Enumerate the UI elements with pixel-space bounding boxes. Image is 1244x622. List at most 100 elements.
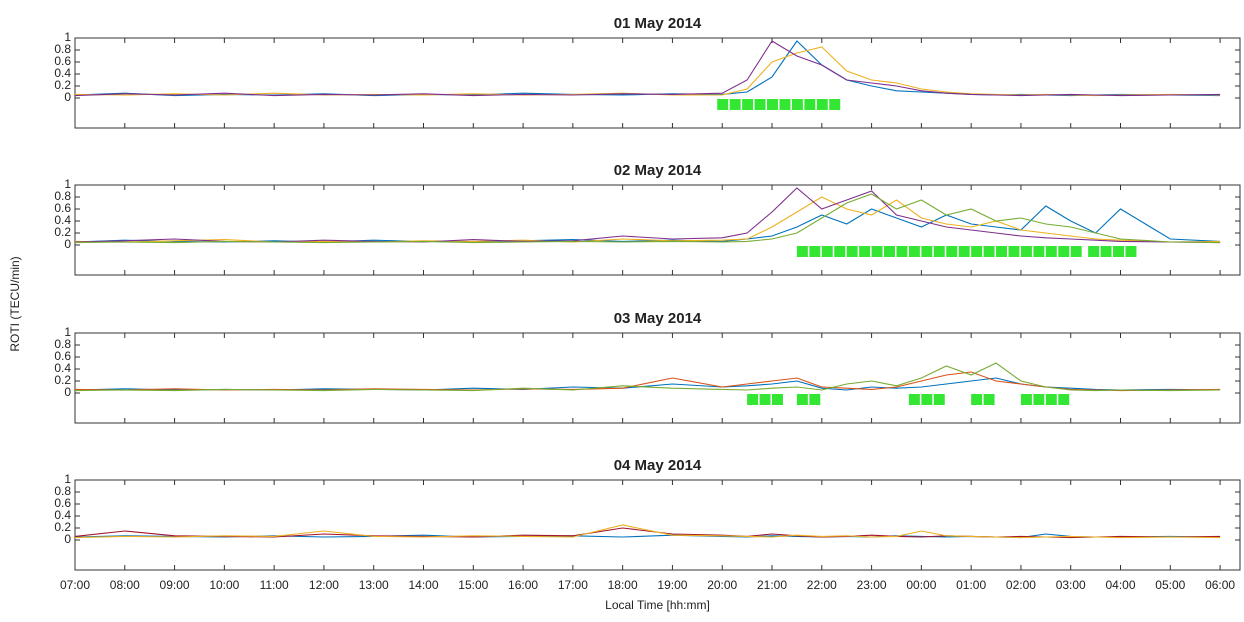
flag-marker (747, 394, 758, 405)
panel-title: 03 May 2014 (614, 310, 702, 327)
flag-marker (1125, 246, 1136, 257)
x-tick-label: 00:00 (906, 578, 936, 592)
y-tick-label: 0.8 (54, 337, 71, 351)
flag-marker (996, 246, 1007, 257)
figure: 01 May 201400.20.40.60.81ROTI (TECU/min)… (0, 0, 1244, 622)
y-tick-label: 1 (64, 472, 71, 486)
flag-marker (730, 99, 741, 110)
x-tick-label: 23:00 (857, 578, 887, 592)
y-tick-label: 0.8 (54, 189, 71, 203)
y-tick-label: 0.6 (54, 349, 71, 363)
x-tick-label: 18:00 (608, 578, 638, 592)
flag-marker (792, 99, 803, 110)
x-tick-label: 02:00 (1006, 578, 1036, 592)
flag-marker (847, 246, 858, 257)
flag-marker (1113, 246, 1124, 257)
y-tick-label: 0.6 (54, 54, 71, 68)
flag-marker (779, 99, 790, 110)
x-tick-label: 10:00 (209, 578, 239, 592)
flag-marker (1046, 246, 1057, 257)
y-tick-label: 0.4 (54, 213, 71, 227)
flag-marker (1046, 394, 1057, 405)
y-tick-label: 0.2 (54, 78, 71, 92)
flag-marker (772, 394, 783, 405)
flag-marker (829, 99, 840, 110)
flag-marker (946, 246, 957, 257)
x-tick-label: 07:00 (60, 578, 90, 592)
plot-area (75, 480, 1240, 570)
x-tick-label: 12:00 (309, 578, 339, 592)
flag-marker (1058, 246, 1069, 257)
y-tick-label: 0.6 (54, 496, 71, 510)
flag-marker (921, 246, 932, 257)
flag-marker (767, 99, 778, 110)
flag-marker (804, 99, 815, 110)
panel-title: 04 May 2014 (614, 457, 702, 474)
flag-marker (742, 99, 753, 110)
y-tick-label: 1 (64, 325, 71, 339)
y-tick-label: 0 (64, 532, 71, 546)
flag-marker (1021, 394, 1032, 405)
flag-marker (755, 99, 766, 110)
y-tick-label: 0.4 (54, 66, 71, 80)
x-tick-label: 08:00 (110, 578, 140, 592)
y-tick-label: 0.6 (54, 201, 71, 215)
flag-marker (822, 246, 833, 257)
flag-marker (797, 246, 808, 257)
x-tick-label: 17:00 (558, 578, 588, 592)
flag-marker (809, 246, 820, 257)
flag-marker (984, 246, 995, 257)
flag-marker (909, 246, 920, 257)
flag-marker (934, 394, 945, 405)
x-tick-label: 21:00 (757, 578, 787, 592)
flag-marker (809, 394, 820, 405)
y-tick-label: 0.2 (54, 373, 71, 387)
y-tick-label: 0.2 (54, 520, 71, 534)
panel-title: 01 May 2014 (614, 15, 702, 32)
flag-marker (817, 99, 828, 110)
flag-marker (1033, 394, 1044, 405)
flag-marker (971, 394, 982, 405)
y-tick-label: 0.8 (54, 42, 71, 56)
flag-marker (717, 99, 728, 110)
y-tick-label: 0 (64, 385, 71, 399)
y-tick-label: 0.4 (54, 508, 71, 522)
x-axis-label: Local Time [hh:mm] (605, 598, 710, 612)
x-tick-label: 05:00 (1155, 578, 1185, 592)
flag-marker (971, 246, 982, 257)
plot-area (75, 185, 1240, 275)
flag-marker (984, 394, 995, 405)
x-tick-label: 06:00 (1205, 578, 1235, 592)
x-tick-label: 14:00 (408, 578, 438, 592)
flag-marker (872, 246, 883, 257)
x-tick-label: 09:00 (160, 578, 190, 592)
x-tick-label: 19:00 (657, 578, 687, 592)
x-tick-label: 20:00 (707, 578, 737, 592)
x-tick-label: 04:00 (1105, 578, 1135, 592)
flag-marker (934, 246, 945, 257)
y-tick-label: 0.2 (54, 225, 71, 239)
x-tick-label: 22:00 (807, 578, 837, 592)
flag-marker (1058, 394, 1069, 405)
plot-area (75, 38, 1240, 128)
y-tick-label: 0 (64, 237, 71, 251)
panel-title: 02 May 2014 (614, 162, 702, 179)
x-tick-label: 11:00 (260, 578, 289, 592)
plot-area (75, 333, 1240, 423)
flag-marker (921, 394, 932, 405)
flag-marker (1088, 246, 1099, 257)
x-tick-label: 03:00 (1056, 578, 1086, 592)
y-tick-label: 1 (64, 177, 71, 191)
flag-marker (834, 246, 845, 257)
x-tick-label: 13:00 (359, 578, 389, 592)
flag-marker (797, 394, 808, 405)
flag-marker (884, 246, 895, 257)
x-tick-label: 01:00 (956, 578, 986, 592)
flag-marker (896, 246, 907, 257)
y-tick-label: 0.8 (54, 484, 71, 498)
flag-marker (1033, 246, 1044, 257)
flag-marker (1008, 246, 1019, 257)
y-tick-label: 1 (64, 30, 71, 44)
flag-marker (1071, 246, 1082, 257)
y-tick-label: 0.4 (54, 361, 71, 375)
